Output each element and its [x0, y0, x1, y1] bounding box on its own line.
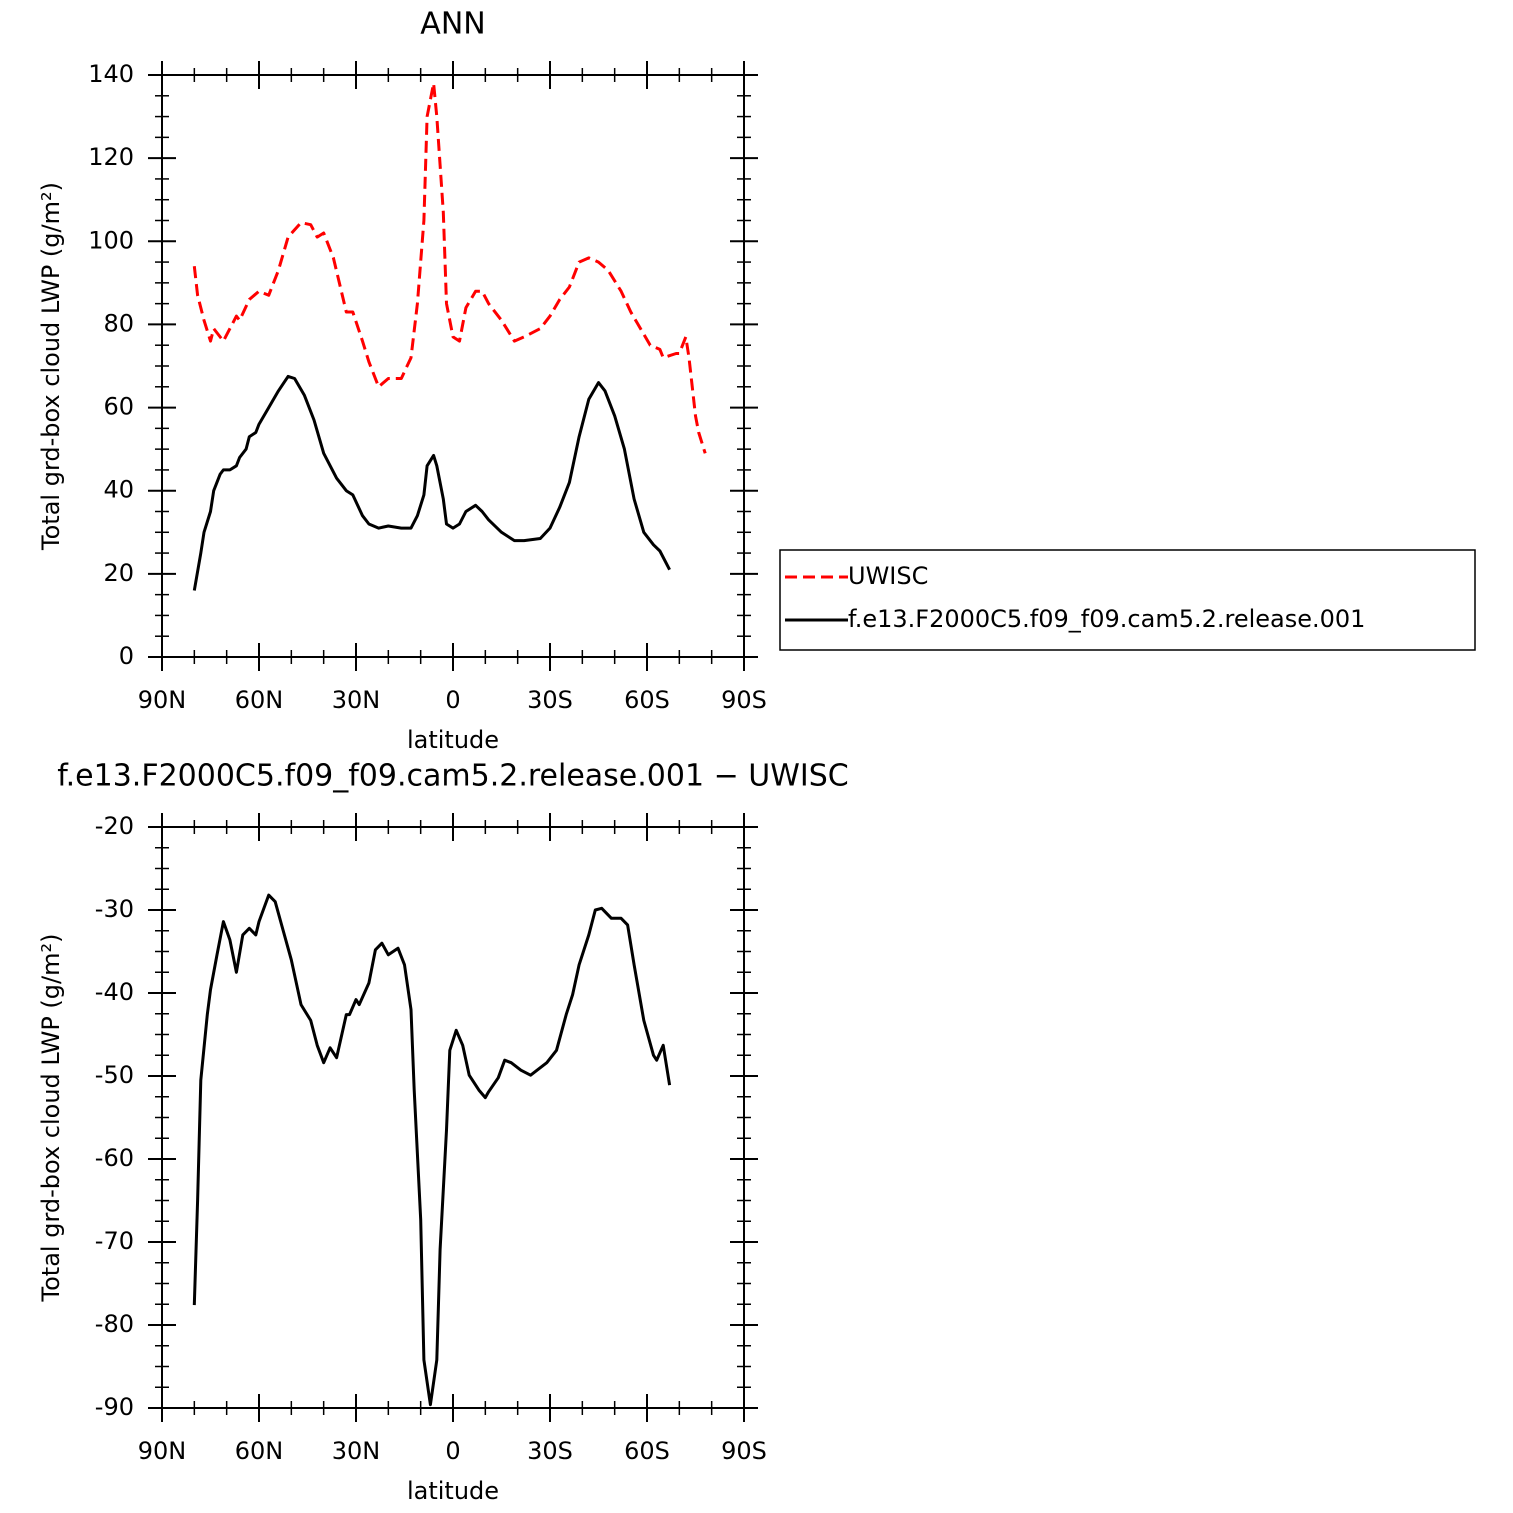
- y-tick-label: -60: [95, 1144, 134, 1172]
- y-tick-label: -90: [95, 1393, 134, 1421]
- legend-box: [779, 549, 1476, 651]
- x-tick-label: 60N: [235, 686, 284, 714]
- y-tick-label: 120: [88, 143, 134, 171]
- y-tick-label: 20: [103, 559, 134, 587]
- x-axis-label: latitude: [407, 726, 499, 754]
- data-line: [192, 893, 672, 1407]
- x-tick-label: 90S: [721, 1437, 767, 1465]
- y-tick-label: -40: [95, 978, 134, 1006]
- y-tick-label: 60: [103, 393, 134, 421]
- x-tick-label: 60S: [624, 1437, 670, 1465]
- legend-label: UWISC: [848, 562, 928, 590]
- x-tick-label: 90N: [138, 1437, 187, 1465]
- y-tick-label: -50: [95, 1061, 134, 1089]
- x-tick-label: 30S: [527, 686, 573, 714]
- x-tick-label: 30N: [332, 686, 381, 714]
- x-tick-label: 0: [445, 686, 460, 714]
- x-tick-label: 90N: [138, 686, 187, 714]
- y-tick-label: -30: [95, 895, 134, 923]
- y-tick-label: -70: [95, 1227, 134, 1255]
- chart-title: f.e13.F2000C5.f09_f09.cam5.2.release.001…: [57, 759, 848, 794]
- y-tick-label: 80: [103, 309, 134, 337]
- x-tick-label: 90S: [721, 686, 767, 714]
- y-axis-label: Total grd-box cloud LWP (g/m²): [37, 182, 65, 551]
- y-tick-label: 0: [119, 642, 134, 670]
- y-tick-label: 100: [88, 226, 134, 254]
- data-line: [192, 81, 707, 454]
- y-tick-label: -80: [95, 1310, 134, 1338]
- x-tick-label: 30S: [527, 1437, 573, 1465]
- x-tick-label: 0: [445, 1437, 460, 1465]
- plot-frame: [161, 74, 745, 658]
- y-tick-label: -20: [95, 812, 134, 840]
- data-line: [192, 374, 671, 591]
- plot-frame: [161, 826, 745, 1409]
- x-tick-label: 30N: [332, 1437, 381, 1465]
- chart-title: ANN: [420, 7, 485, 42]
- x-tick-label: 60S: [624, 686, 670, 714]
- x-tick-label: 60N: [235, 1437, 284, 1465]
- legend-label: f.e13.F2000C5.f09_f09.cam5.2.release.001: [848, 605, 1365, 633]
- y-tick-label: 40: [103, 476, 134, 504]
- y-axis-label: Total grd-box cloud LWP (g/m²): [37, 934, 65, 1303]
- x-axis-label: latitude: [407, 1477, 499, 1505]
- y-tick-label: 140: [88, 60, 134, 88]
